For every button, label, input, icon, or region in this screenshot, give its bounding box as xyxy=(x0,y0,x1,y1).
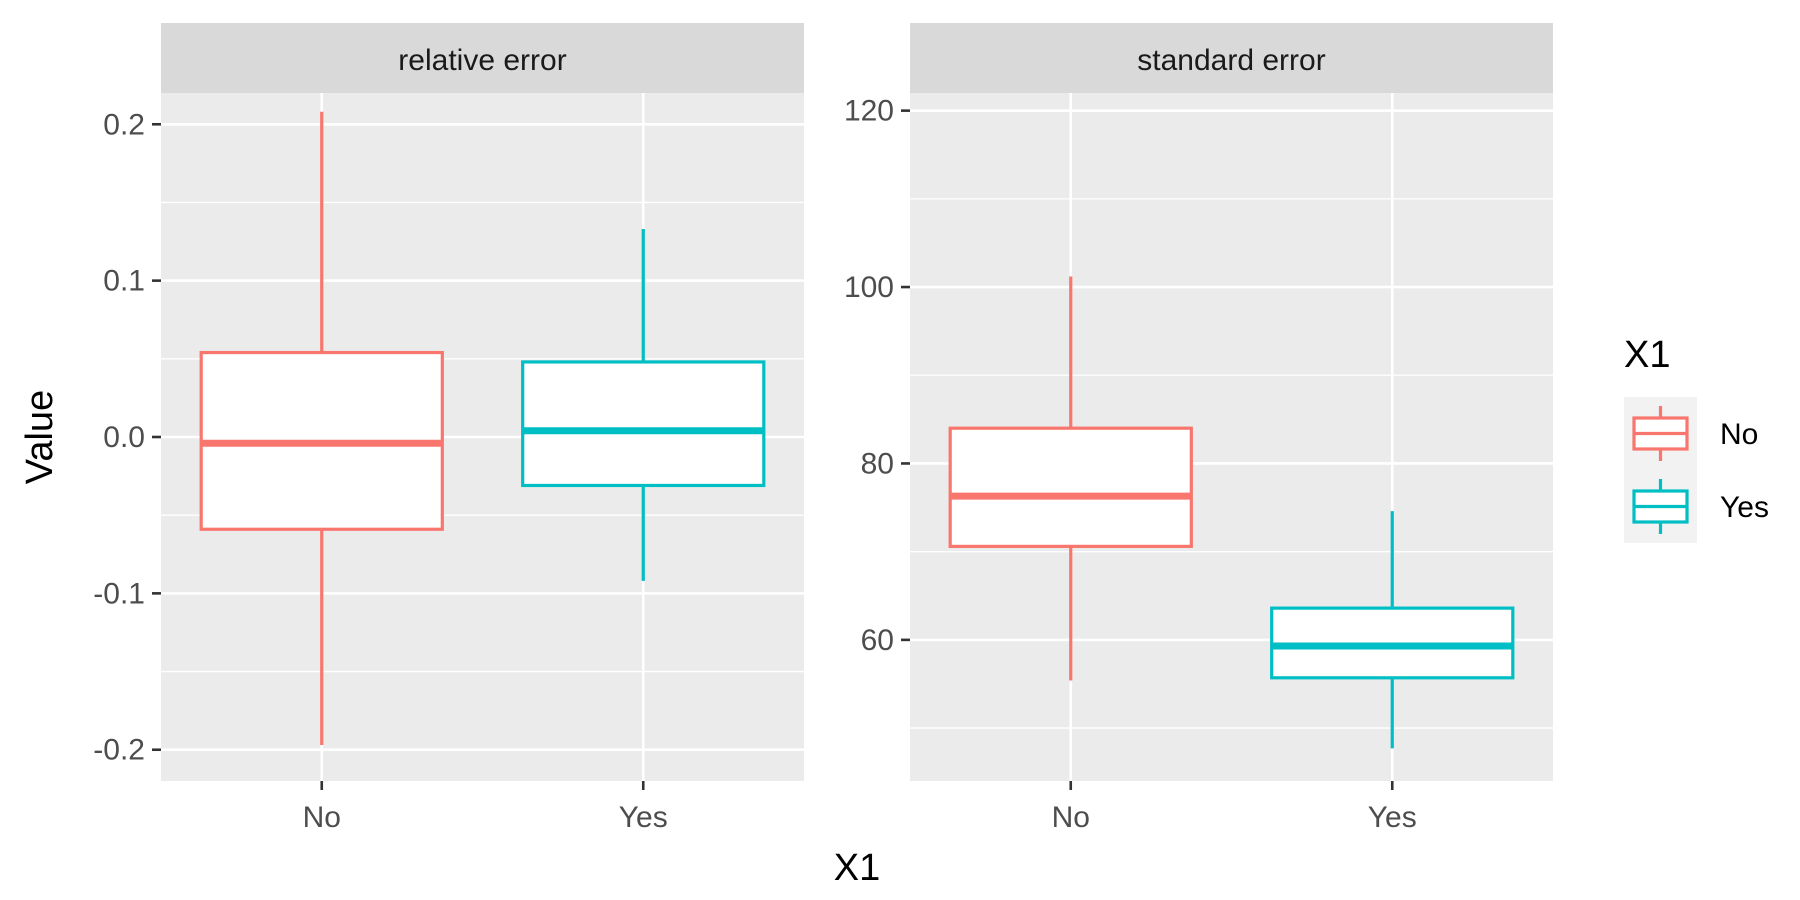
x-axis: No Yes xyxy=(303,781,668,834)
box-no xyxy=(199,111,444,746)
y-axis: -0.2 -0.1 0.0 0.1 0.2 xyxy=(93,108,161,767)
legend-keys: No Yes xyxy=(1624,397,1769,543)
y-tick-label: 100 xyxy=(844,271,894,304)
y-tick-label: 0.1 xyxy=(103,265,145,298)
boxes xyxy=(948,276,1515,749)
legend-label: Yes xyxy=(1720,491,1769,524)
x-tick-label: No xyxy=(303,801,341,834)
y-tick-label: -0.2 xyxy=(93,734,145,767)
y-axis: 60 80 100 120 xyxy=(844,95,910,657)
facet-strip xyxy=(910,23,1553,93)
x-axis: No Yes xyxy=(1052,781,1417,834)
y-tick-label: 0.2 xyxy=(103,108,145,141)
box-yes xyxy=(521,229,766,581)
y-axis-title: Value xyxy=(19,390,61,484)
y-tick-label: -0.1 xyxy=(93,577,145,610)
x-axis-title: X1 xyxy=(834,847,880,889)
facet-relative-error: relative error -0.2 -0.1 0.0 0.1 0.2 No Yes xyxy=(93,23,804,834)
y-tick-label: 80 xyxy=(861,447,894,480)
box-yes xyxy=(1270,511,1515,749)
x-tick-label: Yes xyxy=(1368,801,1417,834)
legend-item-no: No xyxy=(1624,397,1758,470)
legend-item-yes: Yes xyxy=(1624,470,1769,543)
box-body xyxy=(521,360,766,488)
y-tick-label: 60 xyxy=(861,624,894,657)
y-tick-label: 120 xyxy=(844,95,894,128)
facet-strip xyxy=(161,23,804,93)
box-no xyxy=(948,276,1193,681)
facet-standard-error: standard error 60 80 100 120 No Yes xyxy=(844,23,1553,834)
facet-title: standard error xyxy=(1137,44,1325,77)
x-tick-label: No xyxy=(1052,801,1090,834)
facet-title: relative error xyxy=(398,44,566,77)
legend-label: No xyxy=(1720,418,1758,451)
boxes xyxy=(199,111,766,746)
legend: X1 No Yes xyxy=(1624,334,1769,543)
x-tick-label: Yes xyxy=(619,801,668,834)
box-body xyxy=(948,426,1193,548)
y-tick-label: 0.0 xyxy=(103,421,145,454)
legend-title: X1 xyxy=(1624,334,1670,376)
